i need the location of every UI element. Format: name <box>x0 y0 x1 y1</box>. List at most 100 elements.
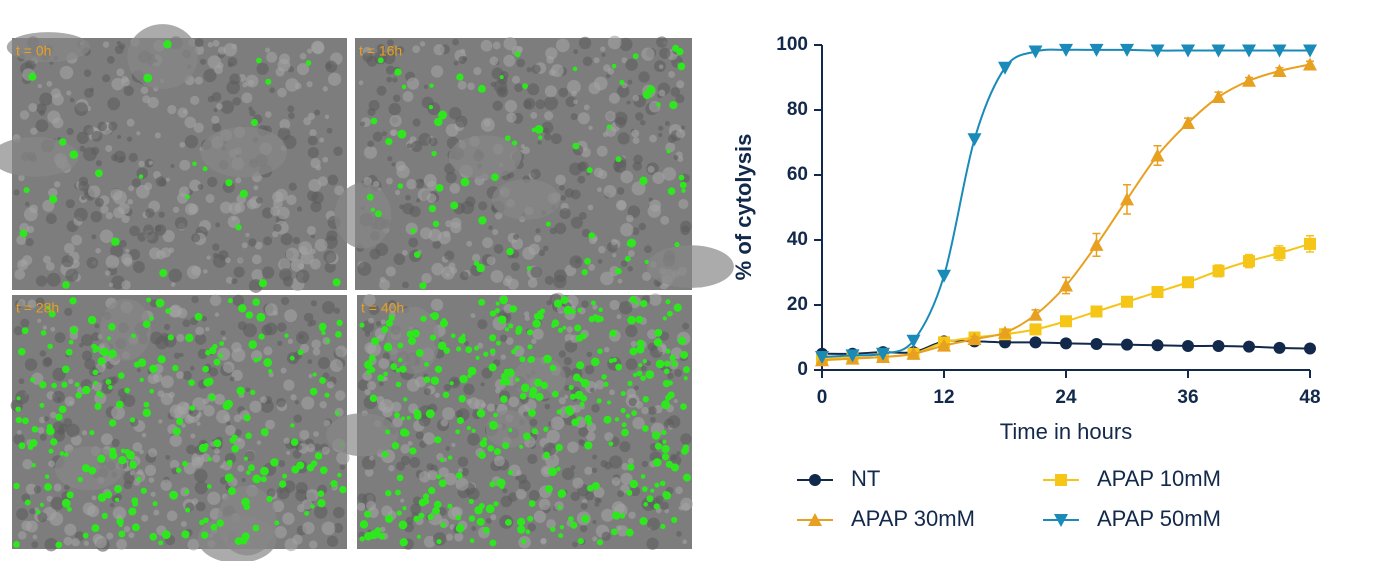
green-cell <box>282 473 288 479</box>
marker <box>1304 237 1316 250</box>
green-cell <box>450 333 456 339</box>
green-cell <box>535 392 544 401</box>
green-cell <box>24 499 31 506</box>
cell <box>372 131 383 142</box>
cell <box>321 446 330 455</box>
green-cell <box>502 442 510 450</box>
marker <box>1059 278 1073 292</box>
cell <box>600 271 614 286</box>
cell <box>640 119 646 126</box>
cell <box>609 389 615 396</box>
green-cell <box>620 407 626 414</box>
cell <box>129 470 136 476</box>
cell <box>211 115 220 124</box>
green-cell <box>559 525 565 530</box>
cell <box>177 192 189 204</box>
cell <box>110 376 119 384</box>
cell <box>407 440 413 446</box>
cell <box>376 43 386 53</box>
cell <box>512 234 519 240</box>
marker <box>1273 341 1286 354</box>
cell <box>573 49 579 55</box>
green-cell <box>124 387 130 394</box>
marker <box>998 61 1012 75</box>
cell <box>452 38 459 46</box>
cell <box>153 509 160 516</box>
empty-region <box>0 137 79 177</box>
green-cell <box>488 420 498 430</box>
green-cell <box>403 397 408 402</box>
green-cell <box>627 380 633 386</box>
cell <box>288 182 297 191</box>
green-cell <box>402 429 410 437</box>
cell <box>520 144 526 149</box>
green-cell <box>339 485 347 494</box>
green-cell <box>297 349 304 356</box>
cell <box>97 121 107 132</box>
cell <box>682 539 688 545</box>
cell <box>107 97 121 111</box>
green-cell <box>66 491 74 499</box>
cell <box>225 425 236 436</box>
cell <box>269 87 276 94</box>
green-cell <box>401 84 407 90</box>
cell <box>449 183 461 194</box>
cell <box>245 232 250 237</box>
cell <box>242 323 257 338</box>
cell <box>602 131 609 138</box>
green-cell <box>526 329 534 336</box>
cell <box>415 431 424 440</box>
cell <box>409 457 421 468</box>
cell <box>531 338 537 345</box>
cell <box>670 87 681 97</box>
green-cell <box>157 355 166 364</box>
cell <box>364 468 374 477</box>
green-cell <box>516 517 526 526</box>
cell <box>309 248 316 255</box>
green-cell <box>234 537 243 545</box>
green-cell <box>252 298 260 306</box>
cell <box>296 63 310 76</box>
green-cell <box>455 429 461 435</box>
cell <box>50 411 57 419</box>
green-cell <box>665 460 673 468</box>
marker <box>1303 57 1317 71</box>
cell <box>122 394 136 407</box>
empty-region <box>200 126 288 178</box>
green-cell <box>491 173 499 182</box>
cell <box>169 459 180 470</box>
cell <box>149 247 161 260</box>
green-cell <box>495 301 500 306</box>
green-cell <box>364 360 373 370</box>
cell <box>241 477 246 483</box>
cell <box>493 455 505 467</box>
cell <box>63 417 73 427</box>
cell <box>189 179 202 192</box>
cell <box>123 480 133 490</box>
cell <box>514 83 524 93</box>
cell <box>457 456 469 468</box>
cell <box>167 104 177 115</box>
green-cell <box>243 414 251 422</box>
cell <box>627 79 633 85</box>
green-cell <box>521 538 527 544</box>
green-cell <box>245 470 251 475</box>
cell <box>375 320 382 327</box>
cell <box>322 86 328 92</box>
cell <box>147 96 159 109</box>
cell <box>249 400 262 413</box>
cell <box>132 442 143 452</box>
green-cell <box>519 444 524 449</box>
cell <box>418 471 431 483</box>
green-cell <box>557 327 564 333</box>
green-cell <box>557 490 566 498</box>
green-cell <box>55 413 63 421</box>
cell <box>231 369 243 381</box>
cell <box>212 252 219 258</box>
cell <box>418 132 432 146</box>
cell <box>24 358 38 371</box>
cell <box>299 52 307 60</box>
green-cell <box>500 372 508 380</box>
cell <box>327 72 342 86</box>
cell <box>176 401 190 415</box>
